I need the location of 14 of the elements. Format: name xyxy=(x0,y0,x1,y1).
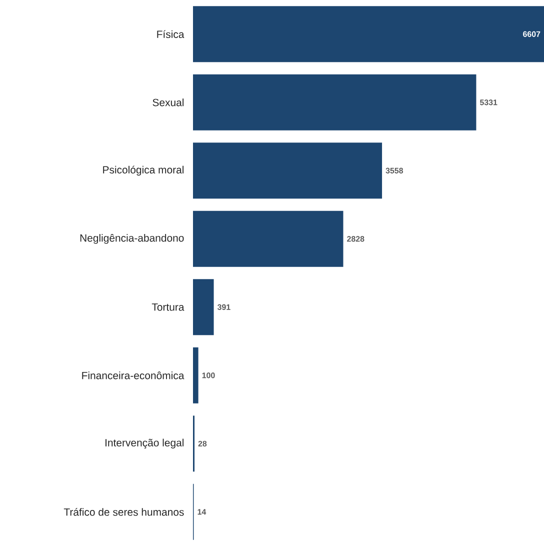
y-tick-label: Psicológica moral xyxy=(103,166,184,176)
y-tick-label: Financeira-econômica xyxy=(82,372,184,380)
y-tick-label: Tráfico de seres humanos xyxy=(64,508,184,516)
y-tick-label: Sexual xyxy=(152,98,184,106)
bar xyxy=(193,279,214,336)
y-tick-label: Tortura xyxy=(152,303,184,311)
bar xyxy=(193,6,544,62)
bar xyxy=(193,74,476,130)
y-tick-label: Intervenção legal xyxy=(106,438,184,449)
bar xyxy=(193,347,198,404)
y-tick-label: Negligência-abandono xyxy=(80,234,184,244)
bar xyxy=(193,210,344,267)
bar xyxy=(193,142,382,199)
y-tick-label: Física xyxy=(157,30,184,38)
